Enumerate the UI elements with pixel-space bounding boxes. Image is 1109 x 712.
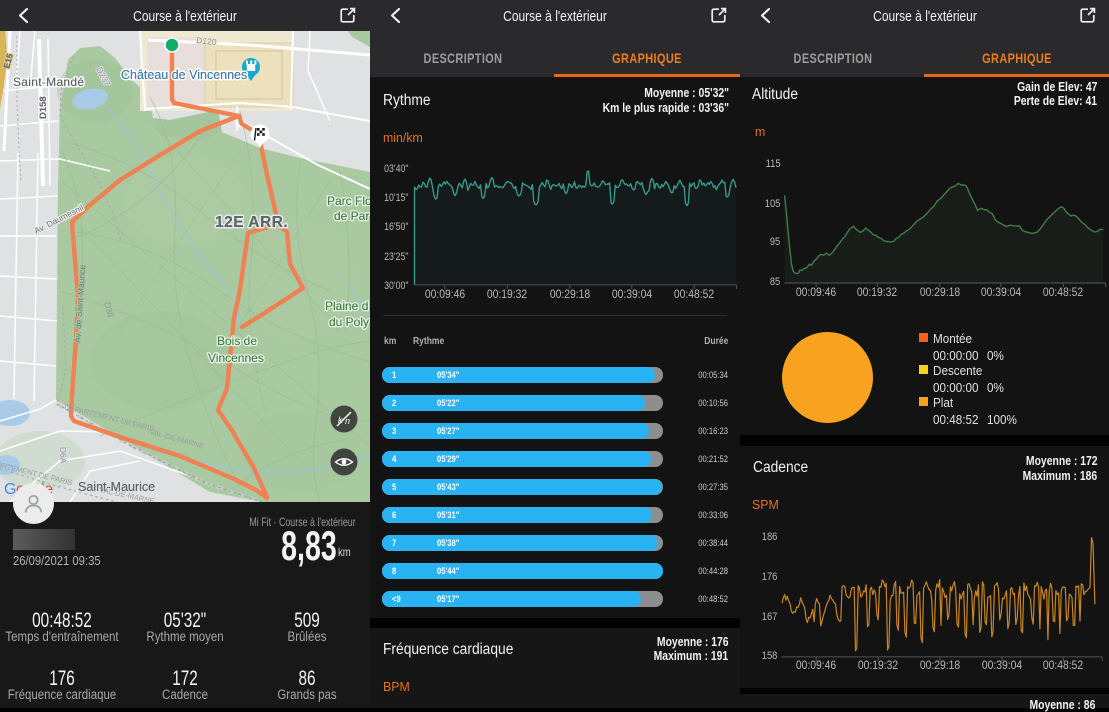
svg-text:Saint-Mandé: Saint-Mandé	[13, 75, 84, 89]
svg-text:12E ARR.: 12E ARR.	[215, 214, 288, 231]
svg-text:du Poly: du Poly	[329, 315, 369, 329]
svg-text:Bois de: Bois de	[217, 334, 257, 348]
svg-text:du Poly: du Poly	[329, 315, 369, 329]
svg-text:Saint-Maurice: Saint-Maurice	[78, 480, 155, 494]
svg-text:de Par: de Par	[334, 209, 369, 223]
svg-text:Parc Flo: Parc Flo	[327, 194, 370, 208]
svg-text:Château de Vincennes: Château de Vincennes	[121, 68, 247, 82]
svg-text:D6A: D6A	[58, 447, 69, 464]
svg-text:12E ARR.: 12E ARR.	[215, 214, 288, 231]
svg-text:Plaine d: Plaine d	[325, 299, 368, 313]
svg-text:k: k	[338, 415, 343, 425]
svg-text:D158: D158	[38, 96, 49, 119]
svg-text:Vincennes: Vincennes	[208, 351, 264, 365]
svg-text:Château de Vincennes: Château de Vincennes	[121, 68, 247, 82]
svg-text:Bois de: Bois de	[217, 334, 257, 348]
svg-text:E15: E15	[1, 52, 15, 69]
svg-text:D120: D120	[196, 35, 218, 47]
svg-text:Saint-Mandé: Saint-Mandé	[13, 75, 84, 89]
svg-text:Parc Flo: Parc Flo	[327, 194, 370, 208]
svg-text:de Par: de Par	[334, 209, 369, 223]
svg-text:Vincennes: Vincennes	[208, 351, 264, 365]
svg-text:D158: D158	[38, 96, 49, 119]
svg-text:Plaine d: Plaine d	[325, 299, 368, 313]
svg-text:Saint-Maurice: Saint-Maurice	[78, 480, 155, 494]
svg-text:n: n	[345, 416, 350, 426]
